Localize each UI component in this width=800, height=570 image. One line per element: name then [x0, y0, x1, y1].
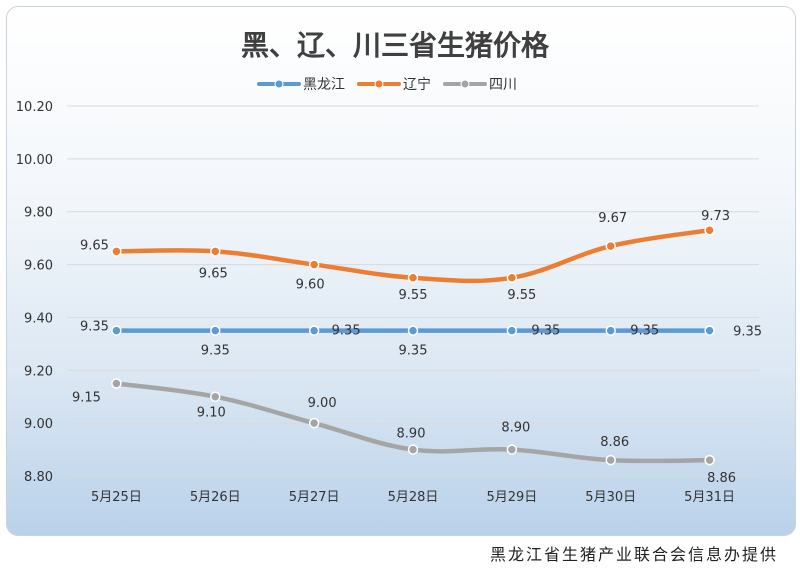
- y-tick-label: 9.60: [24, 259, 53, 274]
- data-point: [308, 259, 320, 270]
- data-point: [407, 272, 419, 284]
- source-credit: 黑龙江省生猪产业联合会信息办提供: [489, 545, 778, 564]
- legend-label: 辽宁: [403, 76, 431, 93]
- legend-marker: [274, 79, 284, 89]
- legend-label: 四川: [489, 77, 517, 93]
- data-label: 9.35: [80, 320, 109, 335]
- x-tick-label: 5月25日: [91, 490, 142, 505]
- data-point: [308, 325, 320, 336]
- data-label: 9.35: [630, 324, 659, 339]
- x-tick-label: 5月29日: [486, 490, 537, 505]
- data-label: 9.55: [399, 288, 428, 303]
- x-tick-label: 5月27日: [289, 490, 340, 505]
- y-tick-label: 9.00: [24, 417, 53, 432]
- series-2: 9.65 9.65 9.60 9.55 9.55 9.67 9.73: [80, 209, 730, 303]
- legend-label: 黑龙江: [303, 77, 345, 93]
- x-axis: 5月25日 5月26日 5月27日 5月28日 5月29日 5月30日 5月31日: [91, 490, 735, 505]
- legend-item: 四川: [443, 77, 517, 93]
- data-point: [407, 444, 419, 455]
- data-label: 8.90: [501, 421, 530, 436]
- data-label: 9.15: [72, 391, 101, 406]
- data-label: 9.35: [733, 325, 762, 340]
- data-point: [308, 417, 320, 429]
- y-tick-label: 9.80: [24, 206, 53, 221]
- legend-item: 辽宁: [357, 76, 431, 93]
- data-point: [111, 246, 122, 257]
- series-3: 9.15 9.10 9.00 8.90 8.90 8.86 8.86: [72, 378, 736, 486]
- data-label: 9.35: [531, 324, 560, 339]
- data-point: [605, 240, 616, 252]
- data-label: 9.00: [308, 396, 337, 411]
- data-point: [605, 325, 616, 336]
- data-label: 9.35: [201, 344, 230, 359]
- x-tick-label: 5月30日: [585, 490, 636, 505]
- data-label: 9.35: [399, 344, 428, 359]
- chart-legend: 黑龙江 辽宁 四川: [257, 76, 517, 93]
- series-layer: 9.35 9.35 9.35 9.35 9.35 9.35 9.35 9.65 9.65 9.60…: [72, 209, 762, 486]
- data-point: [210, 246, 221, 257]
- x-tick-label: 5月26日: [190, 490, 241, 505]
- data-label: 9.67: [598, 211, 627, 226]
- line-chart: 黑、辽、川三省生猪价格 黑龙江 辽宁 四川 8.80 9.00 9.20 9.40 9.60…: [16, 29, 762, 505]
- y-tick-label: 8.80: [24, 470, 53, 485]
- data-label: 9.10: [197, 406, 226, 421]
- y-tick-label: 9.40: [24, 311, 53, 326]
- data-label: 9.65: [199, 266, 228, 281]
- data-point: [506, 325, 518, 336]
- y-tick-label: 10.20: [16, 100, 53, 115]
- data-point: [407, 325, 419, 336]
- data-label: 8.90: [397, 427, 426, 442]
- data-point: [704, 454, 715, 466]
- legend-marker: [374, 79, 384, 89]
- data-label: 9.60: [296, 278, 325, 293]
- data-point: [210, 325, 221, 336]
- data-label: 8.86: [707, 471, 736, 486]
- x-tick-label: 5月28日: [388, 490, 439, 505]
- data-point: [506, 272, 518, 284]
- data-point: [704, 224, 715, 236]
- data-label: 9.65: [80, 238, 109, 253]
- chart-area: 黑、辽、川三省生猪价格 黑龙江 辽宁 四川 8.80 9.00 9.20 9.40 9.60…: [6, 6, 796, 536]
- data-point: [111, 378, 122, 389]
- chart-title: 黑、辽、川三省生猪价格: [241, 29, 550, 62]
- data-point: [210, 391, 221, 402]
- data-label: 9.35: [332, 324, 361, 339]
- y-axis: 8.80 9.00 9.20 9.40 9.60 9.80 10.00 10.20: [16, 100, 53, 485]
- data-point: [506, 444, 518, 455]
- legend-item: 黑龙江: [257, 77, 345, 93]
- legend-marker: [460, 79, 470, 89]
- y-tick-label: 10.00: [16, 153, 53, 168]
- x-tick-label: 5月31日: [684, 490, 735, 505]
- gridlines: [67, 105, 759, 477]
- y-tick-label: 9.20: [24, 364, 53, 379]
- data-label: 9.55: [507, 288, 536, 303]
- data-point: [605, 454, 616, 466]
- data-label: 9.73: [701, 209, 730, 224]
- data-point: [111, 325, 122, 336]
- data-label: 8.86: [600, 435, 629, 450]
- data-point: [704, 325, 715, 336]
- series-1: 9.35 9.35 9.35 9.35 9.35 9.35 9.35: [80, 320, 762, 359]
